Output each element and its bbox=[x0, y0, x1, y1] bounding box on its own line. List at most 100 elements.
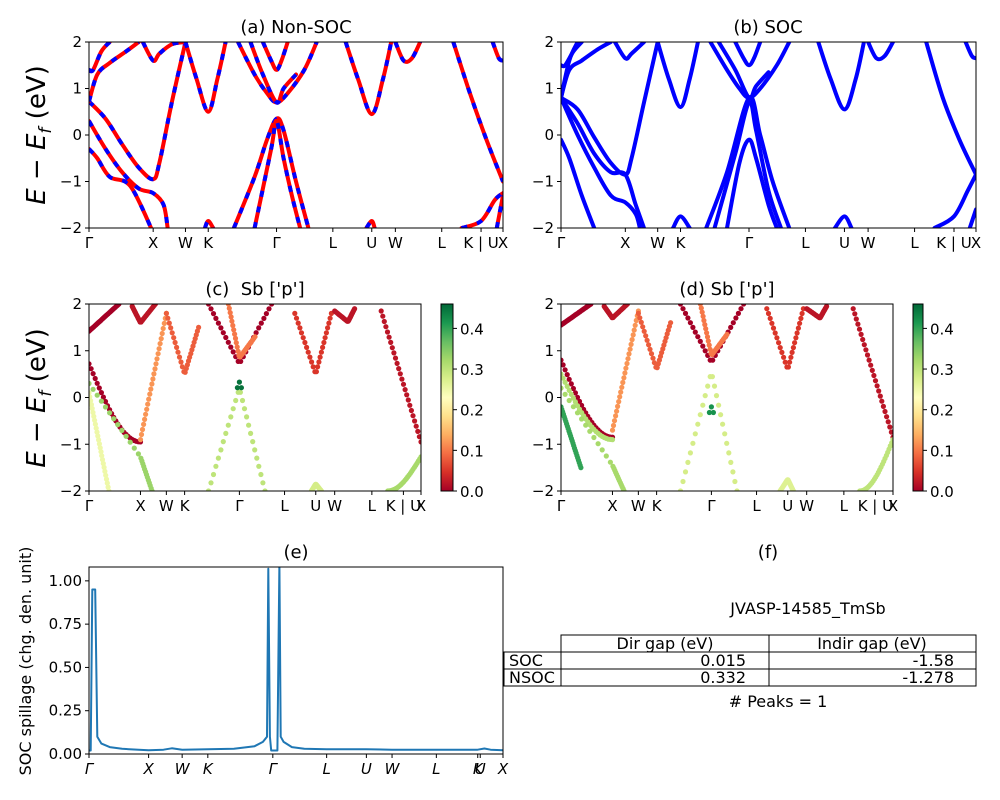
projection-point bbox=[772, 330, 778, 336]
projection-point bbox=[705, 338, 711, 344]
x-tick-label: K | U bbox=[463, 234, 498, 252]
band-line-overlay bbox=[236, 42, 319, 105]
projection-point bbox=[400, 381, 407, 387]
projection-point bbox=[318, 488, 324, 491]
projection-point bbox=[700, 402, 706, 408]
projection-point bbox=[680, 306, 686, 312]
peaks-count: # Peaks = 1 bbox=[729, 692, 828, 711]
projection-point bbox=[389, 345, 395, 351]
projection-point bbox=[626, 351, 632, 357]
projection-point bbox=[621, 375, 627, 381]
projection-point bbox=[292, 310, 298, 316]
x-tick-label: W bbox=[327, 497, 342, 515]
projection-point bbox=[269, 304, 275, 307]
projection-point bbox=[166, 320, 172, 326]
x-tick-label: L bbox=[801, 234, 810, 252]
projection-point bbox=[235, 348, 241, 354]
projection-point bbox=[381, 318, 387, 325]
projection-point bbox=[230, 322, 236, 329]
projection-point bbox=[708, 404, 715, 410]
projection-point bbox=[321, 339, 327, 346]
projection-point bbox=[619, 384, 625, 390]
projection-point bbox=[698, 305, 704, 311]
panel-f: (f) JVASP-14585_TmSb Dir gap (eV) Indir … bbox=[503, 542, 977, 711]
panel-c-colorbar: 0.0 0.1 0.2 0.3 0.4 bbox=[440, 303, 484, 501]
projection-point bbox=[250, 439, 256, 445]
projection-point bbox=[155, 351, 161, 357]
x-tick-label: K bbox=[473, 760, 484, 778]
projection-point bbox=[562, 379, 568, 385]
projection-point bbox=[94, 392, 100, 398]
projection-point bbox=[91, 413, 97, 419]
projection-point bbox=[614, 408, 620, 414]
projection-point bbox=[138, 431, 145, 438]
panel-a-title: (a) Non-SOC bbox=[240, 17, 351, 38]
band-line bbox=[183, 42, 228, 114]
y-tick-label: 1.00 bbox=[49, 572, 82, 590]
projection-point bbox=[102, 468, 108, 474]
projection-point bbox=[855, 321, 861, 327]
band-line-overlay bbox=[252, 119, 303, 228]
projection-point bbox=[579, 402, 585, 408]
projection-point bbox=[225, 339, 231, 345]
projection-point bbox=[682, 310, 689, 316]
x-tick-label: Γ bbox=[85, 497, 94, 515]
projection-point bbox=[89, 390, 92, 396]
panel-c-plot bbox=[89, 304, 421, 491]
projection-point bbox=[561, 357, 564, 363]
projection-point bbox=[233, 397, 239, 404]
projection-point bbox=[93, 425, 99, 431]
projection-point bbox=[252, 334, 258, 340]
projection-point bbox=[169, 330, 175, 336]
projection-point bbox=[726, 450, 732, 456]
band-line bbox=[260, 42, 290, 72]
projection-point bbox=[707, 346, 713, 352]
colorbar-tick-label: 0.2 bbox=[460, 402, 484, 420]
band-line bbox=[967, 207, 976, 228]
table-row: NSOC 0.332 -1.278 bbox=[503, 668, 977, 687]
projection-point bbox=[325, 325, 331, 331]
projection-point bbox=[309, 359, 315, 365]
projection-point bbox=[238, 385, 244, 391]
band-line bbox=[655, 42, 700, 110]
projection-point bbox=[116, 304, 122, 307]
colorbar-tick-label: 0.4 bbox=[460, 320, 484, 338]
y-tick-label: −2 bbox=[60, 219, 82, 237]
projection-point bbox=[103, 472, 109, 478]
x-tick-label: W bbox=[388, 234, 403, 252]
nsoc-indir-gap: -1.278 bbox=[902, 668, 954, 687]
projection-point bbox=[384, 329, 391, 335]
projection-point bbox=[697, 338, 703, 344]
x-tick-label: L bbox=[368, 497, 377, 515]
projection-point bbox=[159, 330, 165, 337]
band-line bbox=[866, 42, 895, 62]
projection-point bbox=[668, 320, 674, 326]
projection-point bbox=[305, 349, 311, 355]
projection-point bbox=[258, 471, 264, 478]
projection-point bbox=[378, 308, 384, 314]
band-line bbox=[816, 42, 866, 112]
projection-point bbox=[143, 411, 149, 417]
projection-point bbox=[92, 421, 98, 427]
band-line bbox=[725, 137, 779, 228]
projection-point bbox=[232, 331, 238, 337]
panel-e: (e) 0.000.250.500.751.00 Γ X W K Γ L U W L KU X SO… bbox=[16, 542, 509, 778]
projection-point bbox=[852, 311, 858, 317]
projection-point bbox=[89, 405, 95, 412]
x-tick-label: L bbox=[910, 234, 919, 252]
projection-point bbox=[123, 433, 129, 439]
projection-point bbox=[326, 320, 332, 326]
projection-point bbox=[591, 434, 597, 441]
projection-point bbox=[566, 397, 572, 404]
projection-point bbox=[102, 398, 109, 405]
band-line-overlay bbox=[460, 191, 503, 228]
projection-point bbox=[318, 349, 324, 355]
projection-point bbox=[705, 383, 711, 389]
projection-point bbox=[103, 476, 110, 482]
band-line bbox=[561, 95, 642, 228]
projection-point bbox=[98, 398, 104, 404]
band-line-overlay bbox=[248, 42, 298, 105]
projection-point bbox=[98, 390, 104, 396]
projection-point bbox=[702, 322, 708, 328]
